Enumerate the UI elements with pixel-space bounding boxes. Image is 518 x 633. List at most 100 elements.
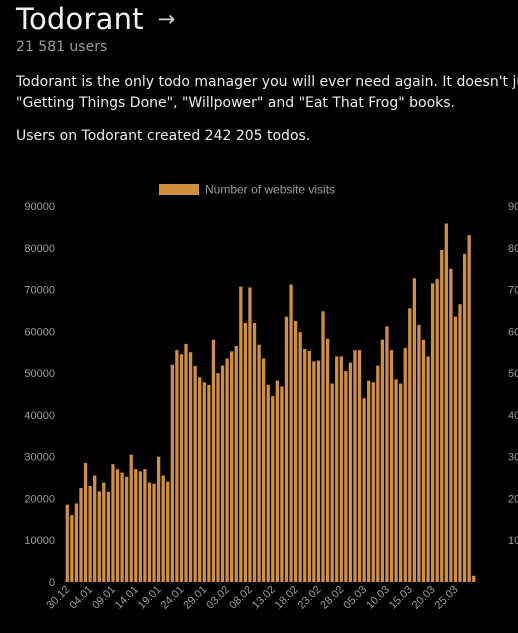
bar	[275, 380, 279, 582]
bar	[230, 351, 234, 582]
bar	[293, 320, 298, 582]
x-tick-label: 15.03	[387, 584, 415, 612]
x-tick-label: 08.02	[227, 584, 255, 612]
y-tick-label: 90000	[24, 201, 55, 213]
bar	[134, 469, 138, 582]
bar	[156, 456, 161, 582]
app-description: Todorant is the only todo manager you wi…	[16, 72, 518, 114]
bar	[198, 377, 202, 582]
bar	[417, 325, 421, 582]
bar	[239, 286, 243, 582]
bar	[188, 352, 193, 582]
bar	[408, 308, 412, 582]
right-axis-tick-label: 60	[508, 326, 518, 338]
y-tick-label: 60000	[24, 326, 55, 338]
legend-label: Number of website visits	[205, 183, 335, 197]
bar	[143, 469, 147, 582]
bar	[225, 358, 229, 582]
bar	[138, 471, 142, 582]
right-axis-tick-label: 70	[508, 285, 518, 297]
x-tick-label: 23.02	[296, 584, 324, 612]
legend-swatch	[159, 184, 199, 195]
bar	[271, 396, 275, 582]
bar	[344, 371, 348, 582]
bar	[348, 362, 353, 582]
bar	[376, 365, 380, 582]
bar	[380, 339, 385, 582]
description-line-2: "Getting Things Done", "Willpower" and "…	[16, 95, 456, 111]
bar	[97, 491, 101, 582]
bar	[280, 386, 284, 582]
right-axis-tick-label: 20	[508, 493, 518, 505]
bar	[321, 311, 325, 582]
bar	[385, 326, 389, 582]
bar	[467, 235, 471, 583]
x-tick-label: 18.02	[273, 584, 301, 612]
bar	[234, 345, 238, 582]
right-axis-tick-label: 30	[508, 452, 518, 464]
x-tick-label: 24.01	[159, 584, 187, 612]
x-tick-label: 29.01	[181, 584, 209, 612]
bar	[458, 304, 462, 582]
x-tick-label: 13.02	[250, 584, 278, 612]
bar	[330, 383, 334, 582]
right-axis-tick-label: 50	[508, 368, 518, 380]
bar	[252, 322, 257, 582]
bar	[166, 481, 170, 582]
bar	[325, 338, 330, 582]
arrow-right-icon[interactable]: →	[157, 6, 176, 31]
bar	[262, 358, 266, 582]
description-line-1: Todorant is the only todo manager you wi…	[16, 74, 518, 90]
x-tick-label: 28.02	[318, 584, 346, 612]
bar	[307, 350, 311, 582]
bar	[106, 491, 111, 582]
bar	[426, 356, 430, 582]
y-tick-label: 80000	[24, 243, 55, 255]
bar	[216, 373, 220, 582]
bar	[184, 343, 188, 582]
bar	[161, 475, 165, 582]
bar	[102, 482, 106, 582]
bar	[248, 287, 252, 582]
bar	[88, 485, 92, 582]
y-tick-label: 0	[49, 577, 55, 589]
y-tick-label: 40000	[24, 410, 55, 422]
x-tick-label: 09.01	[90, 584, 118, 612]
bar	[175, 350, 179, 582]
bar	[440, 249, 444, 582]
bar	[74, 503, 79, 582]
bar	[93, 475, 97, 582]
bar	[111, 464, 115, 582]
bar	[316, 360, 321, 582]
x-tick-label: 19.01	[136, 584, 164, 612]
bar	[367, 380, 371, 582]
bar	[70, 515, 74, 582]
bar	[211, 339, 216, 582]
y-tick-label: 50000	[24, 368, 55, 380]
right-axis-tick-label: 80	[508, 243, 518, 255]
bar	[449, 268, 453, 582]
bar	[389, 350, 394, 582]
bar	[65, 504, 69, 582]
bar	[115, 469, 120, 582]
bar	[303, 348, 307, 582]
bar	[335, 356, 339, 582]
bar	[125, 476, 129, 582]
bar	[257, 344, 261, 582]
x-tick-label: 25.03	[433, 584, 461, 612]
x-tick-label: 14.01	[113, 584, 141, 612]
right-axis-tick-label: 10	[508, 535, 518, 547]
bar	[472, 575, 476, 582]
x-tick-label: 04.01	[67, 584, 95, 612]
bar	[298, 332, 302, 582]
title-row: Todorant →	[16, 2, 175, 36]
bar	[453, 316, 458, 582]
bar	[339, 356, 343, 582]
app-title: Todorant	[16, 2, 144, 36]
bar	[394, 379, 398, 582]
bar	[444, 223, 448, 583]
y-tick-label: 70000	[24, 285, 55, 297]
x-tick-label: 20.03	[410, 584, 438, 612]
bar	[357, 350, 362, 582]
x-tick-label: 03.02	[204, 584, 232, 612]
